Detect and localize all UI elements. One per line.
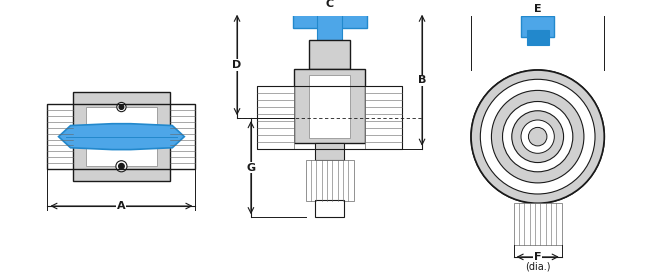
Circle shape	[117, 102, 126, 112]
Text: (dia.): (dia.)	[525, 261, 550, 271]
Circle shape	[119, 105, 124, 109]
Circle shape	[491, 90, 584, 183]
Text: F: F	[534, 252, 542, 262]
Text: G: G	[246, 163, 255, 173]
Circle shape	[480, 79, 595, 194]
Circle shape	[116, 161, 127, 172]
Text: C: C	[325, 0, 334, 9]
Bar	[315, 200, 344, 217]
Circle shape	[521, 120, 554, 153]
Bar	[292, 12, 367, 28]
Bar	[514, 203, 562, 245]
Bar	[257, 86, 294, 149]
Bar	[365, 86, 402, 149]
Text: D: D	[233, 60, 242, 70]
Circle shape	[528, 127, 547, 146]
Circle shape	[471, 70, 605, 203]
Bar	[73, 92, 170, 181]
Polygon shape	[58, 124, 184, 150]
Bar	[521, 16, 554, 37]
Text: B: B	[418, 75, 426, 85]
Bar	[315, 143, 344, 160]
Bar	[309, 75, 350, 138]
Text: E: E	[534, 4, 542, 14]
Circle shape	[502, 102, 573, 172]
Circle shape	[119, 164, 124, 169]
Bar	[305, 160, 354, 201]
Text: A: A	[117, 201, 126, 211]
Bar	[47, 104, 73, 169]
Bar	[309, 40, 350, 69]
Bar	[257, 86, 402, 149]
Bar	[294, 69, 365, 143]
Bar	[170, 104, 196, 169]
Bar	[527, 30, 549, 45]
Bar	[47, 104, 196, 169]
Bar	[86, 140, 157, 166]
Circle shape	[512, 111, 564, 162]
Bar	[86, 107, 157, 135]
Bar	[317, 14, 343, 41]
